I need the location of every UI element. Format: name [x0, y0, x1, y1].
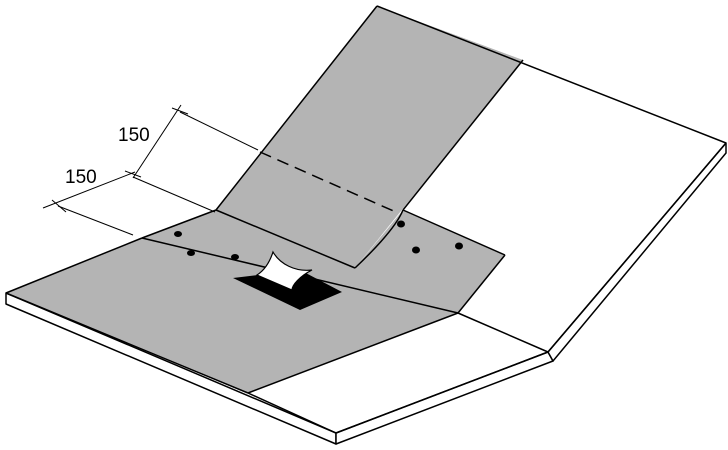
fastener-dot	[455, 242, 463, 250]
board-front-top	[247, 392, 337, 434]
dimension-label-upper: 150	[118, 125, 150, 146]
membrane-upper-right-edge	[402, 59, 524, 211]
membrane-opening	[233, 270, 342, 310]
cap-strip	[142, 210, 505, 313]
fastener-dot	[231, 254, 239, 260]
membrane-end-lower	[247, 312, 459, 394]
dimension-label-lower: 150	[65, 167, 97, 188]
fastener-dot	[174, 231, 182, 237]
board-top-edge	[376, 5, 727, 144]
cap-strip-top	[141, 209, 217, 239]
peeled-corner	[255, 250, 313, 291]
upper-membrane	[216, 6, 523, 268]
membrane-ridge-edge	[215, 5, 378, 211]
lap-dashed-line	[259, 151, 399, 214]
cap-strip-right	[402, 209, 506, 256]
cap-strip-curve	[354, 209, 404, 269]
fastener-dot	[187, 250, 195, 256]
board-side-top	[335, 351, 549, 434]
membrane-front-edge	[5, 292, 249, 394]
lower-board-outline	[5, 237, 143, 294]
cap-strip-fold	[215, 209, 356, 269]
fastener-dot	[412, 246, 420, 254]
board-upper-edge	[547, 142, 727, 353]
board-valley-line	[457, 312, 549, 353]
lower-membrane	[6, 238, 458, 393]
fastener-dot	[397, 220, 405, 228]
cap-strip-end	[457, 254, 506, 314]
dimension-annotations	[42, 104, 259, 236]
